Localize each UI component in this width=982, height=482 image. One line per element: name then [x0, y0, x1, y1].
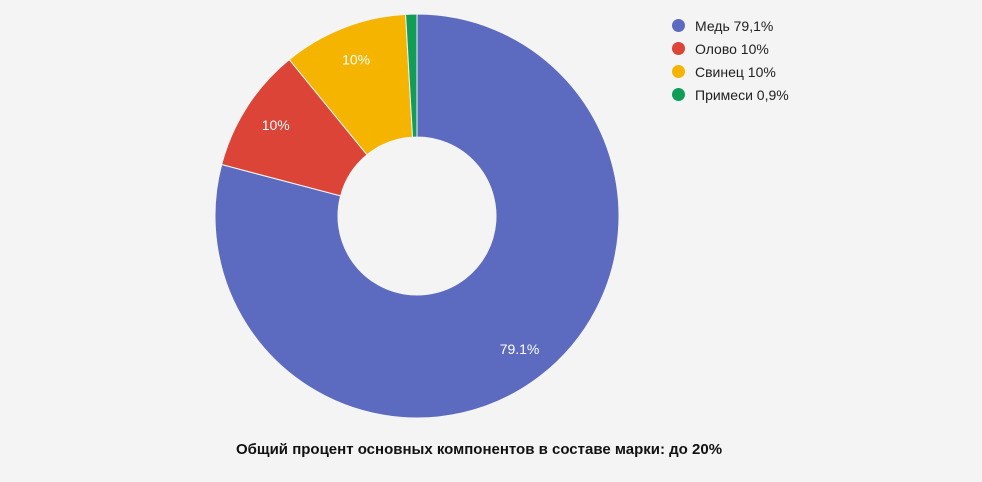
legend-label: Медь 79,1%	[695, 17, 774, 34]
pie-slice-3[interactable]	[405, 13, 418, 138]
legend-label: Олово 10%	[695, 40, 769, 57]
pie-slice-0[interactable]	[214, 13, 620, 419]
legend-label: Примеси 0,9%	[695, 86, 789, 103]
legend-item-med: Медь 79,1%	[672, 14, 789, 37]
slice-value-label: 10%	[342, 51, 370, 67]
legend-swatch-icon	[672, 42, 685, 55]
slice-value-label: 79.1%	[500, 341, 540, 357]
legend-item-olovo: Олово 10%	[672, 37, 789, 60]
legend-label: Свинец 10%	[695, 63, 776, 80]
legend-item-primesi: Примеси 0,9%	[672, 83, 789, 106]
chart-caption: Общий процент основных компонентов в сос…	[236, 441, 723, 458]
slice-value-label: 10%	[262, 117, 290, 133]
legend-swatch-icon	[672, 65, 685, 78]
legend-swatch-icon	[672, 88, 685, 101]
legend-swatch-icon	[672, 19, 685, 32]
chart-legend: Медь 79,1% Олово 10% Свинец 10% Примеси …	[672, 14, 789, 106]
legend-item-svinec: Свинец 10%	[672, 60, 789, 83]
